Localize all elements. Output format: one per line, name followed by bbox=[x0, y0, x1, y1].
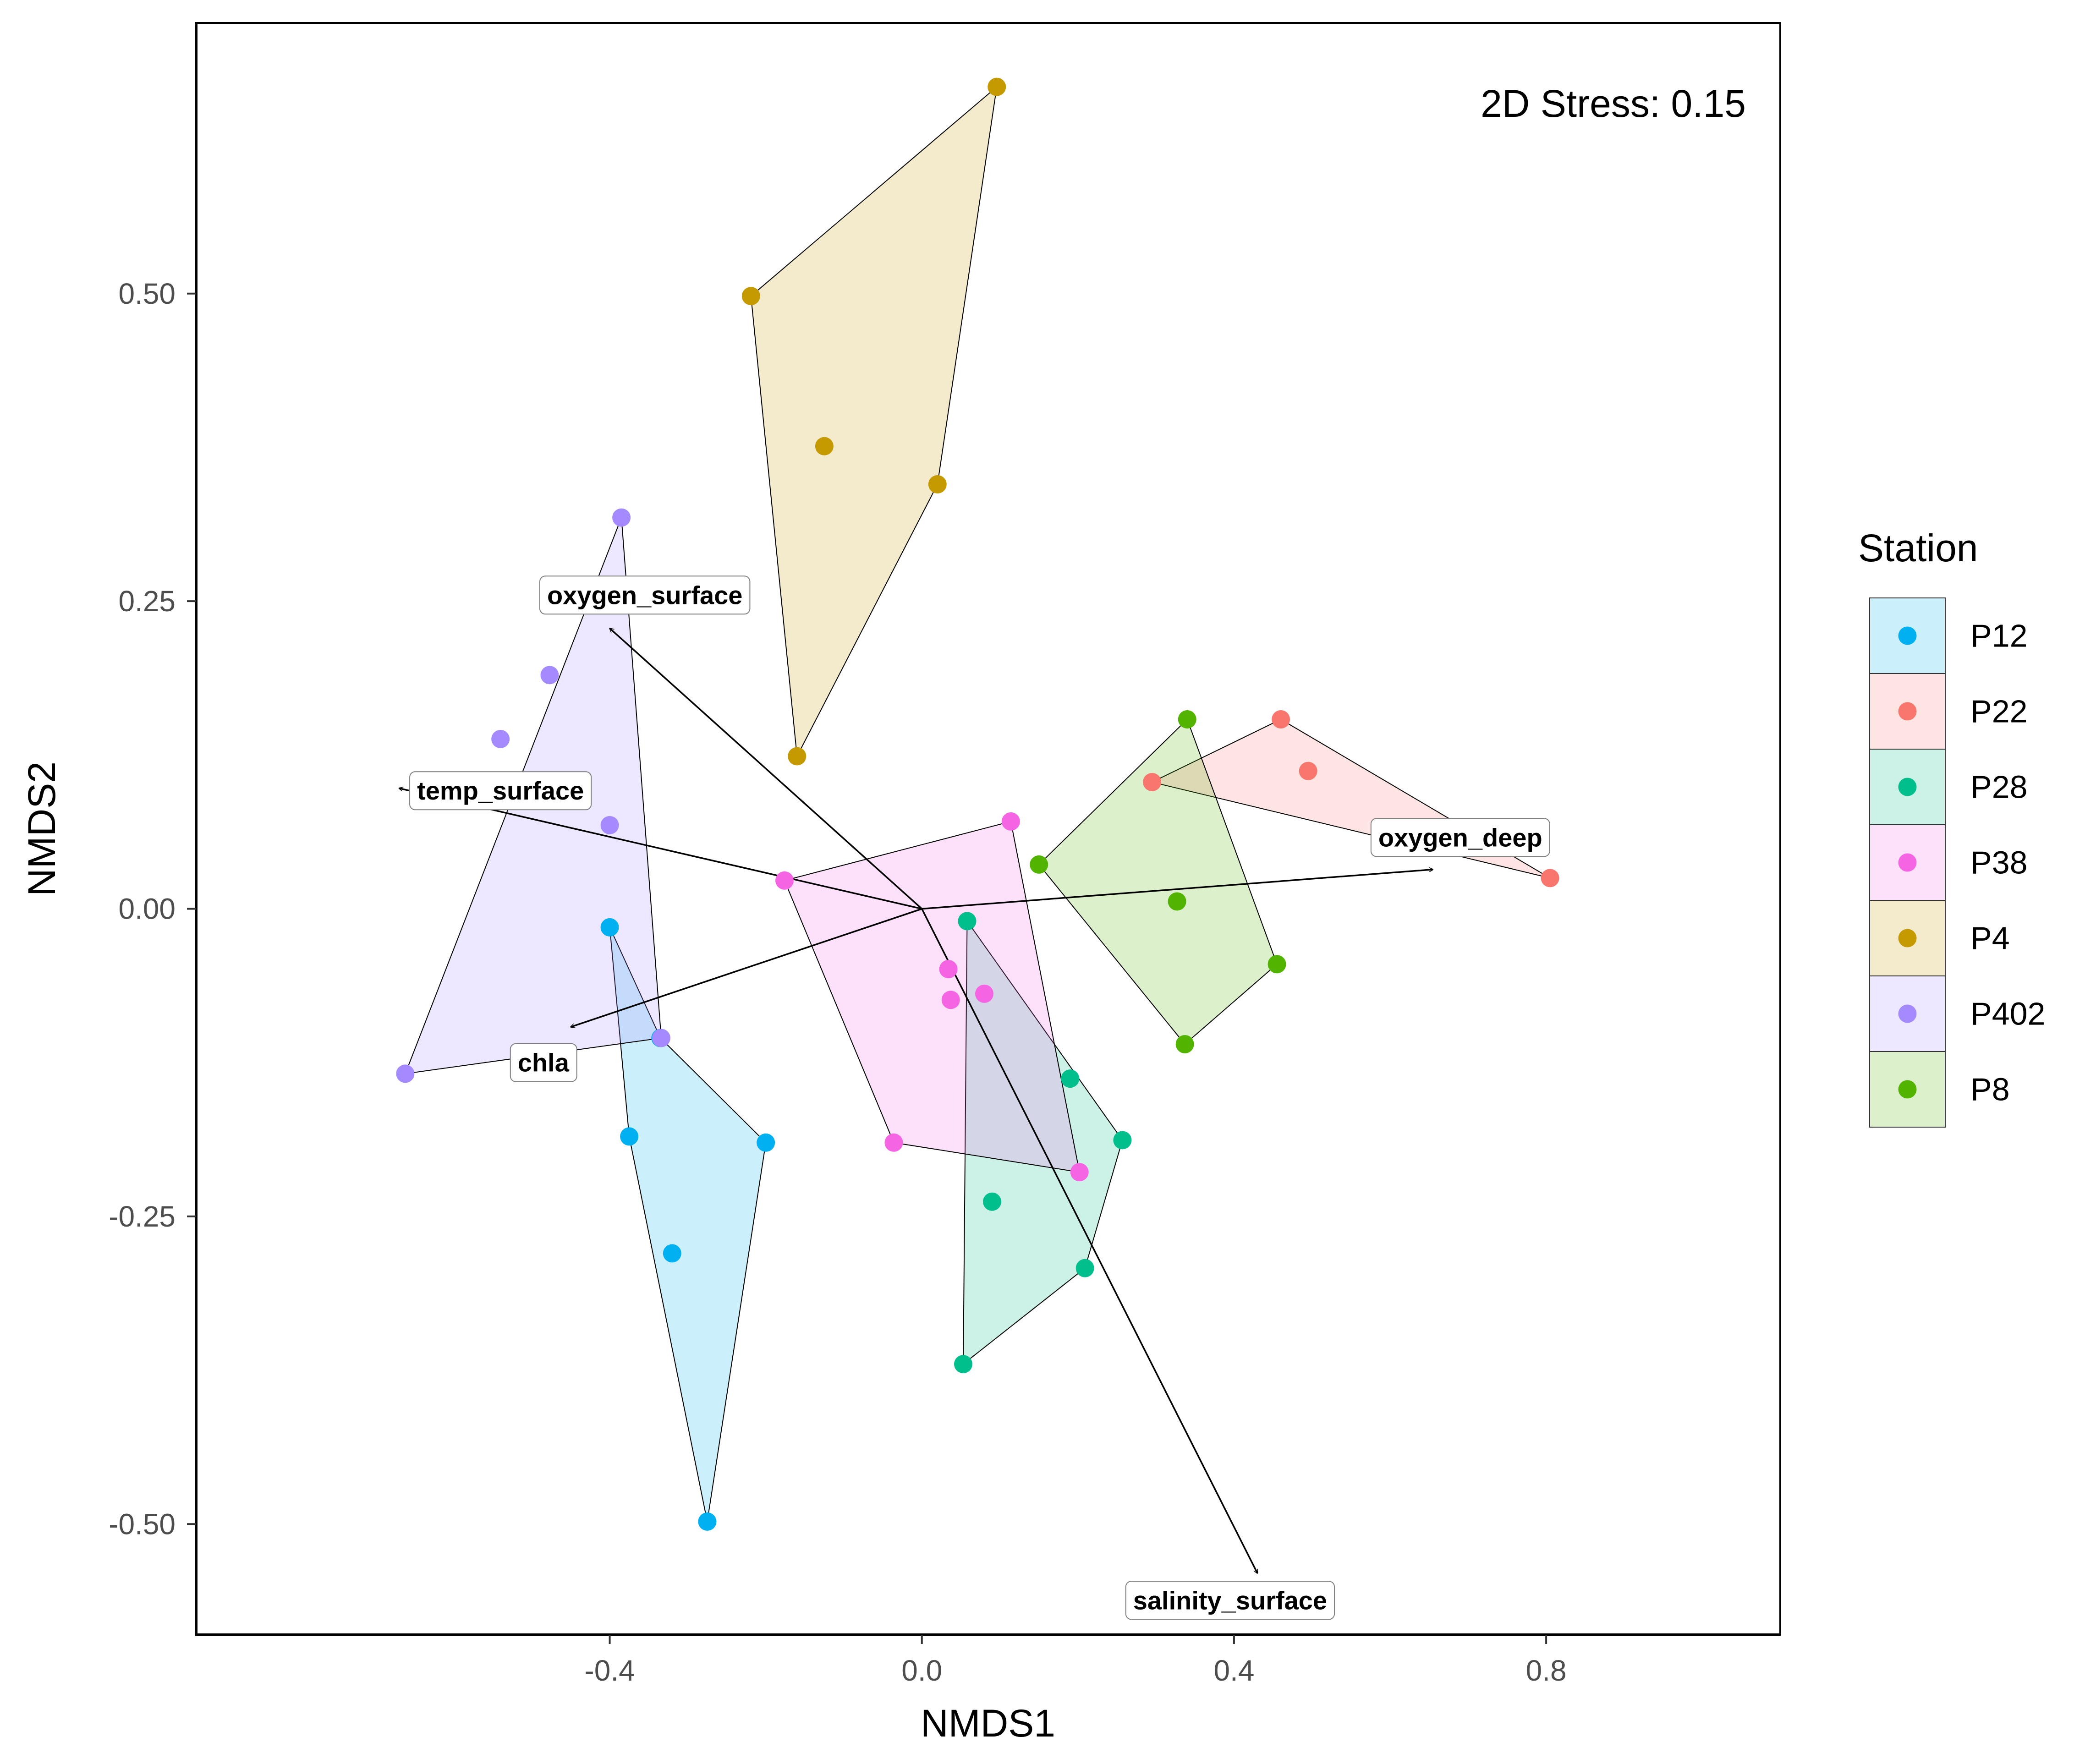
point-p22 bbox=[1272, 710, 1290, 729]
x-tick-label: 0.0 bbox=[901, 1654, 942, 1687]
x-axis-title: NMDS1 bbox=[921, 1702, 1055, 1745]
point-p8 bbox=[1175, 1035, 1194, 1053]
vector-label-box bbox=[539, 575, 751, 615]
point-p402 bbox=[491, 729, 510, 748]
y-tick-label: 0.50 bbox=[118, 277, 176, 310]
legend-label: P38 bbox=[1970, 845, 2028, 881]
vector-label-text: oxygen_deep bbox=[1378, 823, 1542, 852]
point-p38 bbox=[939, 960, 958, 979]
point-p28 bbox=[958, 912, 977, 931]
vector-arrow-salinity-surface bbox=[921, 908, 1258, 1573]
stress-annotation: 2D Stress: 0.15 bbox=[1481, 82, 1746, 125]
hull-p12 bbox=[609, 927, 767, 1522]
point-p402 bbox=[540, 666, 559, 685]
point-p38 bbox=[975, 984, 993, 1003]
point-p402 bbox=[600, 816, 619, 834]
x-axis-ticks: -0.4 0.0 0.4 0.8 bbox=[584, 1635, 1567, 1687]
x-tick-label: 0.8 bbox=[1526, 1654, 1567, 1687]
point-p8 bbox=[1178, 710, 1196, 729]
vector-arrow-oxygen-surface bbox=[610, 628, 922, 909]
point-p22 bbox=[1143, 772, 1162, 791]
vector-label-temp-surface: temp_surface bbox=[409, 771, 592, 811]
point-p402 bbox=[612, 508, 631, 527]
vector-label-chla: chla bbox=[510, 1043, 577, 1082]
point-p4 bbox=[741, 287, 760, 306]
point-p402 bbox=[652, 1029, 670, 1047]
legend-item-p22: P22 bbox=[1869, 673, 2028, 750]
point-p28 bbox=[1113, 1131, 1132, 1150]
x-tick-label: 0.4 bbox=[1213, 1654, 1254, 1687]
legend-label: P4 bbox=[1970, 920, 2010, 956]
y-tick-label: 0.00 bbox=[118, 893, 176, 926]
legend-key-point bbox=[1898, 1080, 1917, 1099]
vector-label-box bbox=[1370, 818, 1550, 857]
point-p4 bbox=[788, 747, 807, 766]
legend-title: Station bbox=[1858, 526, 1978, 570]
point-p38 bbox=[1070, 1163, 1089, 1182]
legend-label: P8 bbox=[1970, 1072, 2010, 1107]
point-p28 bbox=[1061, 1069, 1080, 1088]
legend-key-point bbox=[1898, 778, 1917, 796]
point-p8 bbox=[1267, 955, 1286, 974]
point-p38 bbox=[1001, 812, 1020, 831]
point-p12 bbox=[698, 1512, 717, 1531]
point-p8 bbox=[1168, 892, 1186, 911]
y-tick-label: -0.50 bbox=[109, 1507, 176, 1540]
point-p28 bbox=[954, 1355, 973, 1374]
vector-label-salinity-surface: salinity_surface bbox=[1125, 1581, 1335, 1620]
point-p8 bbox=[1030, 855, 1048, 874]
legend-label: P22 bbox=[1970, 694, 2028, 729]
point-p12 bbox=[757, 1133, 775, 1152]
point-p4 bbox=[928, 475, 947, 494]
vector-label-oxygen-deep: oxygen_deep bbox=[1370, 818, 1550, 857]
point-layer bbox=[396, 77, 1559, 1531]
point-p38 bbox=[941, 991, 960, 1009]
legend-item-p38: P38 bbox=[1869, 824, 2028, 901]
point-p402 bbox=[396, 1064, 415, 1083]
vector-label-box bbox=[510, 1043, 577, 1082]
legend-item-p8: P8 bbox=[1869, 1051, 2010, 1128]
point-p28 bbox=[983, 1192, 1002, 1211]
y-axis-ticks: -0.50 -0.25 0.00 0.25 0.50 bbox=[109, 277, 196, 1540]
legend-key-point bbox=[1898, 1004, 1917, 1023]
vector-label-box bbox=[409, 771, 592, 811]
legend-key-point bbox=[1898, 702, 1917, 721]
point-p4 bbox=[815, 437, 834, 455]
legend-key-point bbox=[1898, 626, 1917, 645]
point-p38 bbox=[775, 871, 794, 890]
legend-key-point bbox=[1898, 929, 1917, 948]
legend-key-point bbox=[1898, 853, 1917, 872]
point-p12 bbox=[600, 918, 619, 937]
point-p12 bbox=[663, 1244, 681, 1263]
vector-label-text: chla bbox=[518, 1048, 570, 1077]
y-tick-label: 0.25 bbox=[118, 585, 176, 618]
legend-label: P28 bbox=[1970, 769, 2028, 805]
legend-item-p402: P402 bbox=[1869, 975, 2045, 1052]
vector-arrow-chla bbox=[571, 908, 922, 1027]
vector-label-text: temp_surface bbox=[417, 776, 584, 805]
legend-item-p28: P28 bbox=[1869, 749, 2028, 825]
y-tick-label: -0.25 bbox=[109, 1200, 176, 1233]
point-p22 bbox=[1541, 869, 1559, 887]
vector-arrow-oxygen-deep bbox=[922, 870, 1433, 910]
vector-label-box bbox=[1125, 1581, 1335, 1620]
point-p12 bbox=[620, 1127, 639, 1146]
point-p28 bbox=[1075, 1259, 1094, 1277]
x-tick-label: -0.4 bbox=[584, 1654, 635, 1687]
vector-label-layer: oxygen_surface temp_surface oxygen_deepchl… bbox=[409, 575, 1550, 1620]
vector-label-text: salinity_surface bbox=[1133, 1586, 1327, 1615]
y-axis-title: NMDS2 bbox=[20, 761, 63, 896]
legend-item-p4: P4 bbox=[1869, 900, 2010, 976]
legend-label: P402 bbox=[1970, 996, 2045, 1032]
vector-label-text: oxygen_surface bbox=[547, 581, 742, 609]
hull-layer bbox=[404, 86, 1551, 1522]
point-p38 bbox=[884, 1133, 903, 1152]
legend-label: P12 bbox=[1970, 618, 2028, 654]
point-p4 bbox=[988, 77, 1006, 96]
vector-label-oxygen-surface: oxygen_surface bbox=[539, 575, 751, 615]
point-p22 bbox=[1299, 761, 1317, 780]
legend: Station P12 P22 P28 P38 P4 P402 P8 bbox=[1858, 526, 2045, 1128]
legend-item-p12: P12 bbox=[1869, 597, 2028, 674]
